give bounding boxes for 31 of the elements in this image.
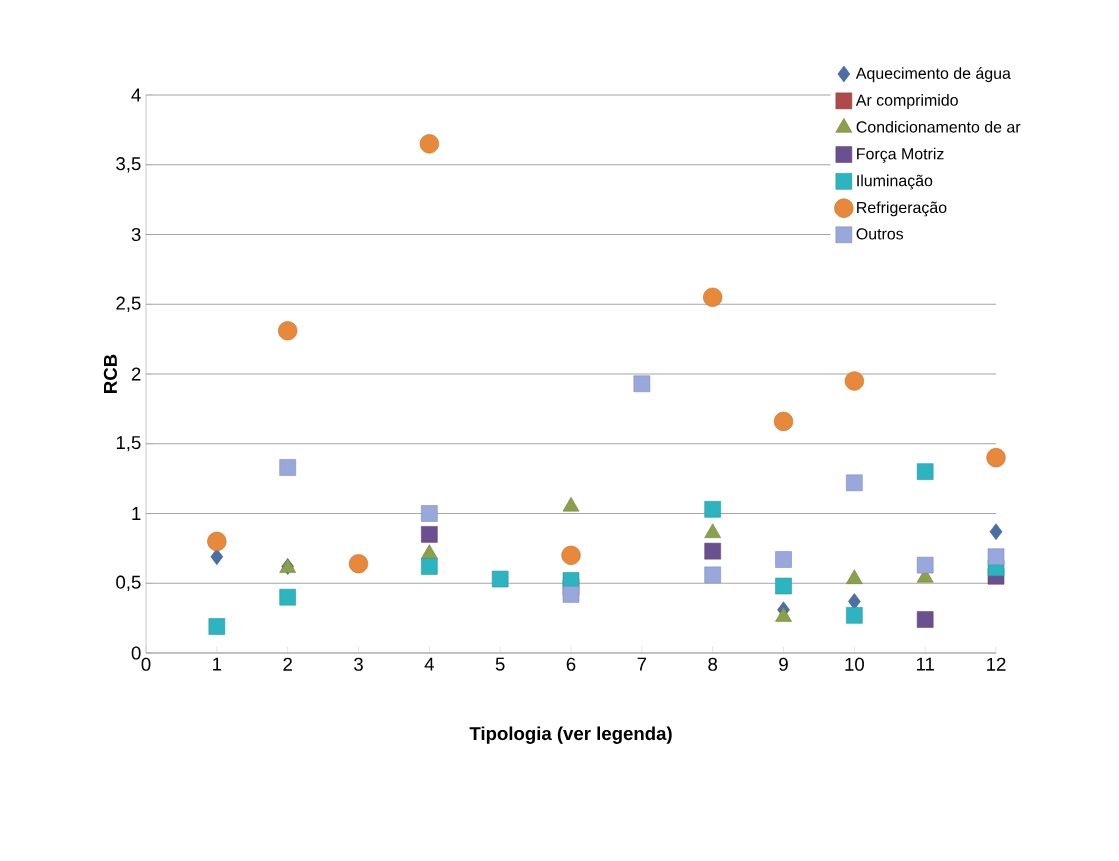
x-tick-label: 6 (566, 657, 576, 671)
x-tick-label: 0 (141, 657, 151, 671)
x-tick-label: 1 (213, 657, 222, 671)
x-tick-label: 5 (495, 657, 505, 671)
y-tick-label: 1 (132, 507, 141, 520)
legend-label: Aquecimento de água (855, 67, 1011, 83)
x-axis-title: Tipologia (ver legenda) (469, 726, 672, 744)
x-tick-label: 12 (987, 657, 1006, 671)
y-tick-label: 1,5 (116, 436, 141, 452)
legend-label: Iluminação (857, 174, 933, 190)
legend-label: Refrigeração (857, 201, 947, 217)
x-tick-label: 10 (845, 657, 864, 671)
x-tick-label: 2 (283, 657, 292, 671)
legend-label: Condicionamento de ar (856, 120, 1021, 133)
x-tick-label: 11 (916, 657, 934, 671)
x-tick-label: 9 (779, 657, 788, 671)
x-tick-label: 3 (354, 657, 363, 671)
y-tick-label: 2,5 (116, 296, 141, 312)
y-tick-label: 3 (131, 227, 141, 242)
y-tick-label: 0 (131, 646, 141, 660)
legend-label: Outros (856, 228, 904, 240)
legend-label: Força Motriz (857, 147, 944, 163)
y-axis-title: RCB (103, 354, 117, 393)
y-tick-label: 4 (131, 88, 141, 102)
x-tick-label: 7 (637, 657, 647, 671)
y-tick-label: 3,5 (116, 157, 141, 173)
legend-label: Ar comprimido (855, 94, 958, 109)
x-tick-label: 8 (708, 657, 718, 671)
y-tick-label: 2 (131, 367, 141, 381)
x-tick-label: 4 (424, 657, 434, 671)
y-tick-label: 0,5 (116, 575, 141, 591)
